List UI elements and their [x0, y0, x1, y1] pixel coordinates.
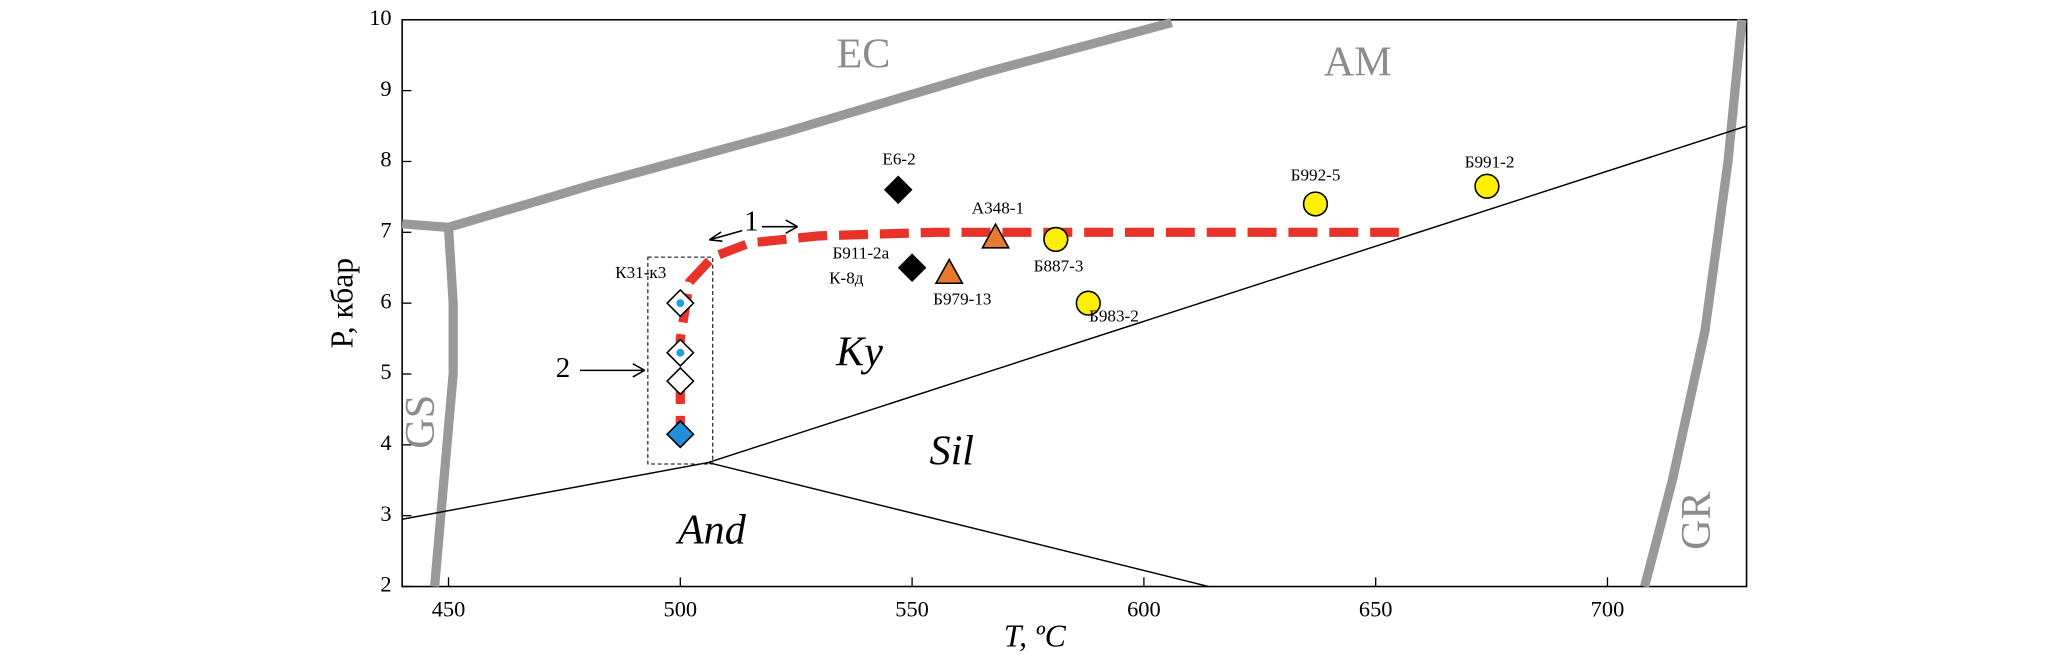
triangle-marker — [981, 222, 1011, 249]
point-label: Б911-2а — [832, 243, 889, 262]
point-label: Б983-2 — [1089, 307, 1139, 326]
boundary-line — [707, 461, 1209, 588]
point-label: К31-к3 — [615, 263, 666, 282]
point-label: Е6-2 — [882, 150, 915, 169]
y-tick-label: 10 — [369, 5, 391, 30]
y-axis-title: P, кбар — [325, 258, 360, 348]
diamond-marker — [666, 419, 695, 449]
boundary-line — [402, 461, 709, 520]
x-tick-label: 700 — [1591, 597, 1625, 622]
arrow — [761, 219, 798, 234]
marker-dot — [676, 299, 685, 308]
y-tick-label: 9 — [380, 76, 391, 101]
diamond-marker — [666, 366, 695, 396]
diamond-marker — [883, 175, 913, 205]
highlight-box — [647, 256, 714, 465]
plot-frame — [401, 18, 1748, 588]
point-label: Б979-13 — [933, 289, 991, 308]
diamond-marker — [897, 253, 927, 283]
field-label: EC — [837, 31, 891, 78]
y-tick-label: 7 — [380, 217, 391, 242]
circle-marker — [1043, 226, 1069, 253]
x-tick-label: 550 — [895, 597, 929, 622]
boundary-line — [675, 227, 1399, 445]
x-tick-label: 500 — [664, 597, 698, 622]
annotation: 2 — [556, 352, 571, 384]
field-label: AM — [1324, 39, 1392, 86]
field-label: GS — [397, 395, 444, 449]
x-axis-title: T, ºC — [1004, 619, 1067, 654]
triangle-marker — [934, 257, 964, 285]
arrow — [580, 363, 646, 378]
field-label: And — [675, 506, 747, 553]
field-label: GR — [1673, 490, 1720, 549]
x-tick-label: 650 — [1359, 597, 1393, 622]
arrows — [580, 219, 798, 378]
field-label: Sil — [930, 427, 975, 474]
marker-dot — [676, 348, 685, 357]
field-label: Ky — [835, 329, 883, 376]
point-label: Б991-2 — [1465, 152, 1515, 171]
y-tick-label: 3 — [380, 501, 391, 526]
circle-marker — [1302, 191, 1329, 217]
y-tick-label: 8 — [380, 147, 391, 172]
point-label: Б887-3 — [1034, 257, 1084, 276]
x-tick-label: 450 — [432, 597, 466, 622]
y-tick-label: 2 — [380, 572, 391, 597]
arrow — [708, 229, 743, 242]
point-label: Б992-5 — [1291, 166, 1341, 185]
boundary-line — [401, 18, 1173, 232]
boundary-line — [1640, 19, 1747, 588]
point-label: К-8д — [829, 268, 864, 287]
x-tick-label: 600 — [1127, 597, 1161, 622]
y-tick-label: 5 — [380, 359, 391, 384]
point-label: А348-1 — [972, 199, 1024, 218]
y-tick-label: 4 — [380, 430, 391, 455]
plot-area: 450 500 550 600 650 700 2 3 4 5 6 7 8 9 10 — [369, 5, 1748, 622]
annotation: 1 — [744, 206, 759, 238]
circle-marker — [1075, 290, 1101, 316]
boundary-line — [430, 227, 458, 587]
y-tick-label: 6 — [380, 288, 391, 313]
boundary-line — [707, 125, 1747, 464]
circle-marker — [1474, 173, 1500, 199]
